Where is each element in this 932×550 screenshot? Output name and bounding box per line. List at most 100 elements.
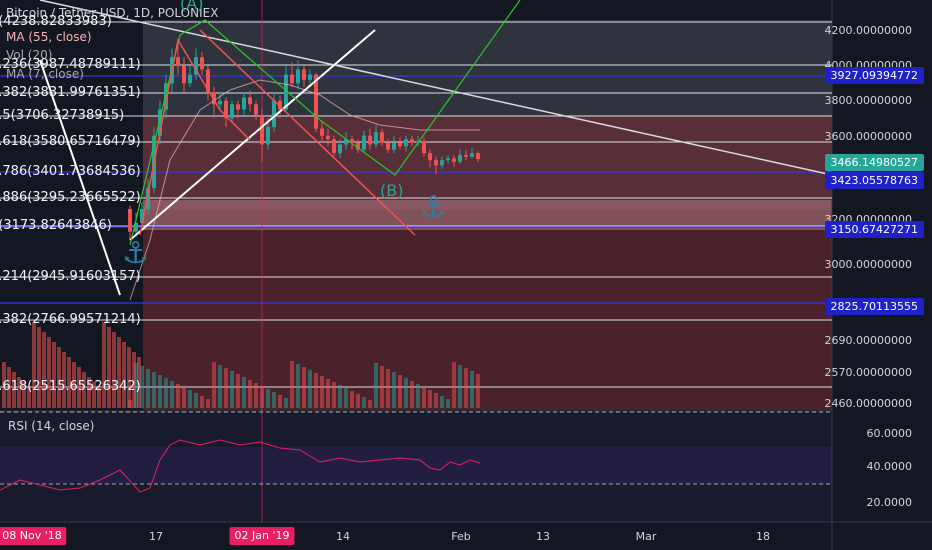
volume-bar: [47, 337, 51, 408]
volume-bar: [362, 397, 366, 408]
volume-bar: [37, 327, 41, 408]
candle-body: [140, 208, 144, 223]
volume-bar: [17, 377, 21, 408]
candle-body: [452, 158, 456, 162]
fib-level-label: 0(4238.82833983): [0, 14, 112, 29]
volume-bar: [332, 382, 336, 408]
candle-body: [344, 139, 348, 145]
rsi-band: [0, 447, 832, 484]
volume-legend[interactable]: Vol (20): [6, 48, 53, 62]
candle-body: [296, 69, 300, 84]
candle-body: [272, 100, 276, 127]
anchor-icon: ⚓: [420, 190, 447, 225]
price-tick-label: 2690.00000000: [824, 334, 912, 347]
volume-bar: [62, 352, 66, 408]
candle-body: [410, 139, 414, 143]
candle-body: [128, 208, 132, 232]
rsi-legend[interactable]: RSI (14, close): [8, 419, 95, 433]
volume-bar: [380, 366, 384, 408]
trendline-support: [129, 29, 376, 241]
volume-bar: [212, 362, 216, 408]
volume-bar: [242, 377, 246, 408]
time-tick-label: Feb: [451, 530, 471, 543]
volume-bar: [302, 367, 306, 408]
volume-bar: [470, 371, 474, 408]
volume-bar: [356, 394, 360, 408]
volume-bar: [386, 369, 390, 408]
fib-level-label: 1.618(2515.65526342): [0, 379, 141, 394]
fib-level-label: 1.382(2766.99571214): [0, 312, 141, 327]
volume-bar: [434, 393, 438, 408]
candle-body: [194, 57, 198, 75]
volume-bar: [218, 365, 222, 408]
volume-bar: [344, 388, 348, 408]
volume-bar: [404, 378, 408, 408]
candle-body: [314, 74, 318, 129]
volume-bar: [140, 366, 144, 408]
volume-bar: [127, 347, 131, 408]
time-tick-label: 18: [756, 530, 770, 543]
volume-bar: [458, 365, 462, 408]
candle-body: [284, 74, 288, 110]
candle-body: [290, 74, 294, 84]
fib-level-label: 0.618(3580.65716479): [0, 134, 141, 149]
volume-bar: [117, 337, 121, 408]
ma2-legend[interactable]: MA (7, close): [6, 67, 84, 81]
volume-bar: [146, 369, 150, 408]
volume-bar: [230, 371, 234, 408]
candle-body: [278, 100, 282, 110]
volume-bar: [2, 362, 6, 408]
volume-bar: [32, 322, 36, 408]
candle-body: [326, 135, 330, 140]
time-badge: 02 Jan '19: [229, 527, 295, 545]
candle-body: [308, 74, 312, 80]
candle-body: [320, 128, 324, 136]
time-tick-label: Mar: [635, 530, 657, 543]
volume-bar: [290, 361, 294, 408]
wave-label-a: (A): [180, 0, 204, 13]
volume-bar: [176, 384, 180, 408]
trendline-white: [39, 59, 121, 296]
fib-level-label: 0.786(3401.73684536): [0, 164, 141, 179]
rsi-tick-label: 20.0000: [866, 496, 913, 509]
fib-level-label: 0.886(3295.23665522): [0, 190, 141, 205]
volume-bar: [284, 398, 288, 408]
candle-body: [266, 126, 270, 145]
price-tick-label: 2460.00000000: [824, 397, 912, 410]
volume-bar: [82, 372, 86, 408]
rsi-line: [0, 439, 481, 493]
candle-body: [146, 188, 150, 209]
volume-bar: [27, 387, 31, 408]
symbol-title[interactable]: Bitcoin / Tether USD, 1D, POLONIEX: [6, 6, 219, 20]
price-badge: 2825.70113555: [824, 298, 924, 315]
volume-bar: [72, 362, 76, 408]
candle-body: [248, 97, 252, 105]
volume-bar: [170, 381, 174, 408]
candle-body: [434, 160, 438, 166]
candle-body: [230, 104, 234, 119]
volume-bar: [158, 375, 162, 408]
candle-body: [218, 100, 222, 105]
volume-bar: [278, 395, 282, 408]
volume-bar: [260, 386, 264, 408]
volume-bar: [464, 368, 468, 408]
candle-body: [176, 57, 180, 66]
ma-legend[interactable]: MA (55, close): [6, 30, 92, 44]
volume-bar: [326, 379, 330, 408]
rsi-tick-label: 40.0000: [866, 460, 913, 473]
time-tick-label: 13: [536, 530, 550, 543]
candle-body: [224, 100, 228, 119]
volume-bar: [254, 383, 258, 408]
price-badge: 3423.05578763: [824, 172, 924, 189]
price-badge: 3466.14980527: [824, 154, 924, 171]
candle-body: [368, 135, 372, 145]
price-tick-label: 3000.00000000: [824, 258, 912, 271]
candle-body: [206, 69, 210, 93]
volume-bar: [152, 372, 156, 408]
fib-level-label: 0.236(3987.48789111): [0, 57, 141, 72]
wave-label-b: (B): [380, 181, 404, 200]
candle-body: [338, 144, 342, 154]
price-tick-label: 3600.00000000: [824, 130, 912, 143]
candle-body: [332, 139, 336, 154]
